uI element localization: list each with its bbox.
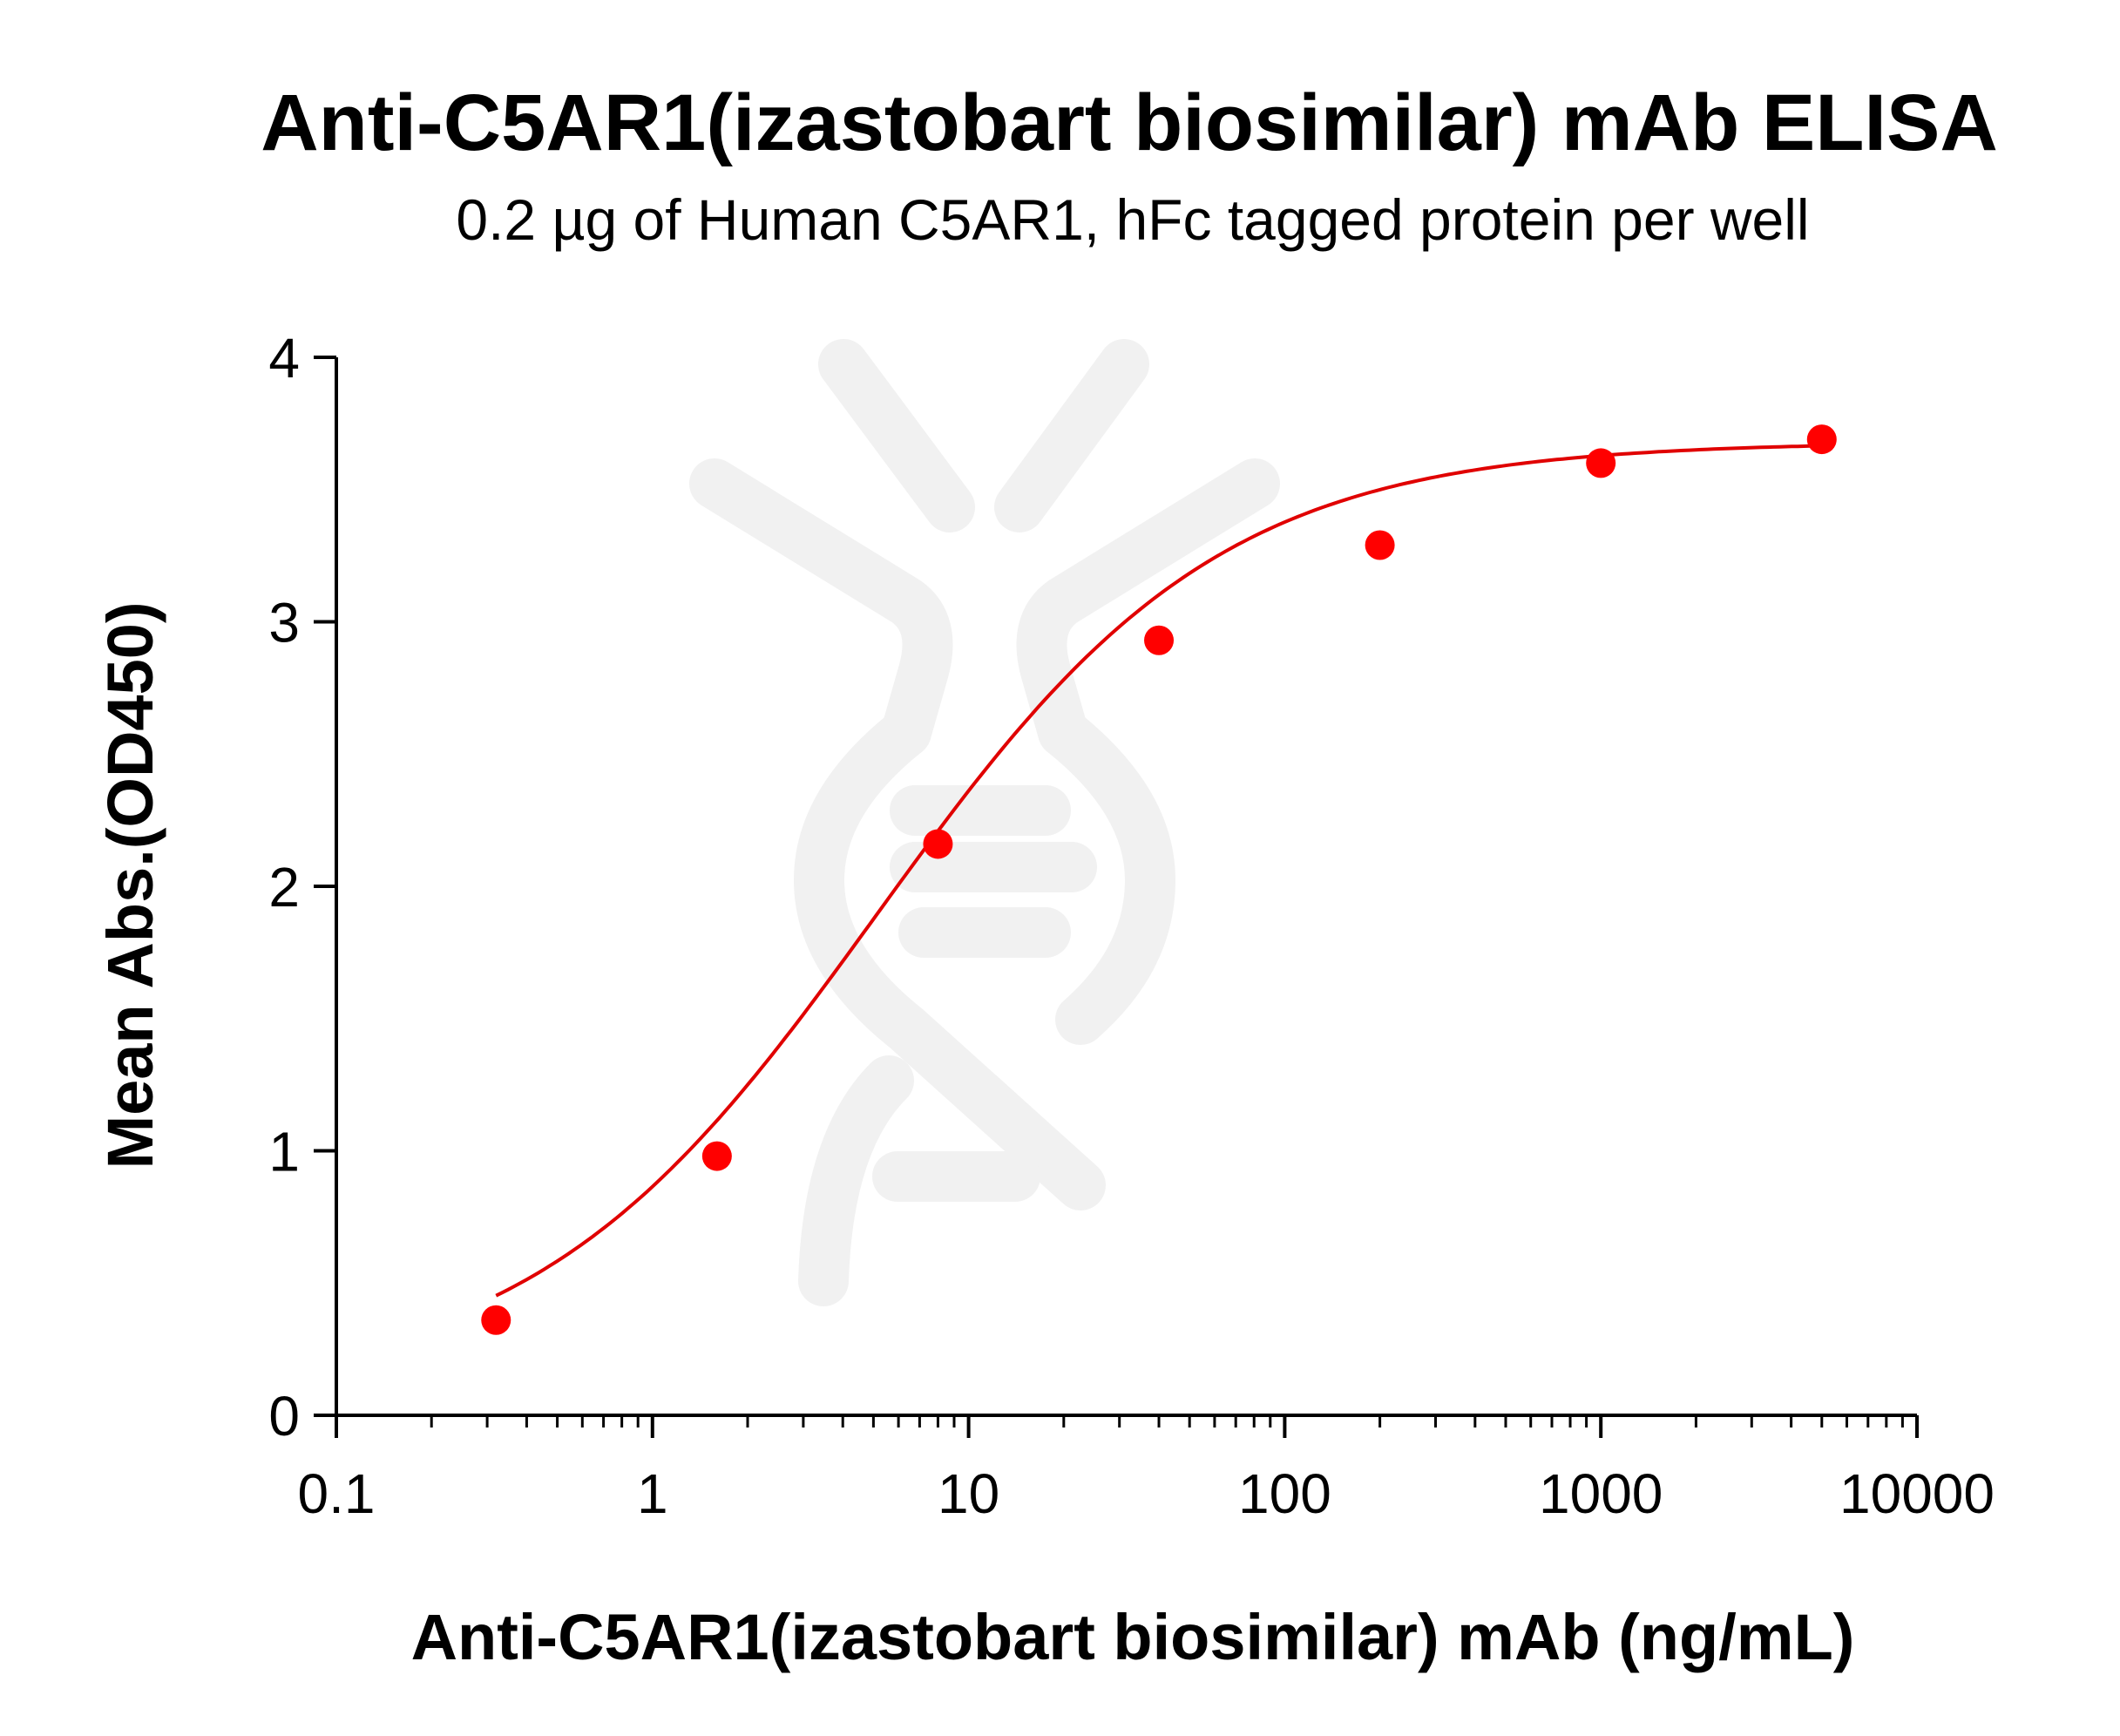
- x-tick-label: 1: [637, 1462, 668, 1525]
- y-tick-label: 4: [268, 327, 300, 390]
- data-point: [1144, 625, 1175, 655]
- x-axis-label: Anti-C5AR1(izastobart biosimilar) mAb (n…: [411, 1601, 1855, 1673]
- y-axis-ticks: 0 1 2 3 4: [268, 327, 336, 1448]
- chart-subtitle: 0.2 µg of Human C5AR1, hFc tagged protei…: [456, 187, 1809, 252]
- dna-helix-logo-icon: [689, 339, 1280, 1306]
- y-tick-label: 3: [268, 592, 300, 654]
- y-tick-label: 1: [268, 1121, 300, 1183]
- data-point: [1806, 424, 1837, 455]
- x-tick-label: 10000: [1839, 1462, 1995, 1525]
- x-axis-ticks: 0.1 1 10 100 1000 10000: [298, 1415, 1995, 1525]
- data-point: [701, 1141, 732, 1171]
- y-axis-label: Mean Abs.(OD450): [94, 601, 166, 1169]
- data-point: [481, 1305, 511, 1335]
- y-tick-label: 0: [268, 1385, 300, 1448]
- data-points-layer: [481, 424, 1837, 1335]
- x-tick-label: 100: [1238, 1462, 1331, 1525]
- data-point: [1365, 530, 1395, 560]
- x-tick-label: 10: [938, 1462, 999, 1525]
- y-tick-label: 2: [268, 856, 300, 919]
- x-tick-label: 1000: [1539, 1462, 1663, 1525]
- x-tick-label: 0.1: [298, 1462, 376, 1525]
- data-point: [1586, 448, 1616, 478]
- chart-title: Anti-C5AR1(izastobart biosimilar) mAb EL…: [261, 78, 1998, 167]
- data-point: [923, 829, 953, 859]
